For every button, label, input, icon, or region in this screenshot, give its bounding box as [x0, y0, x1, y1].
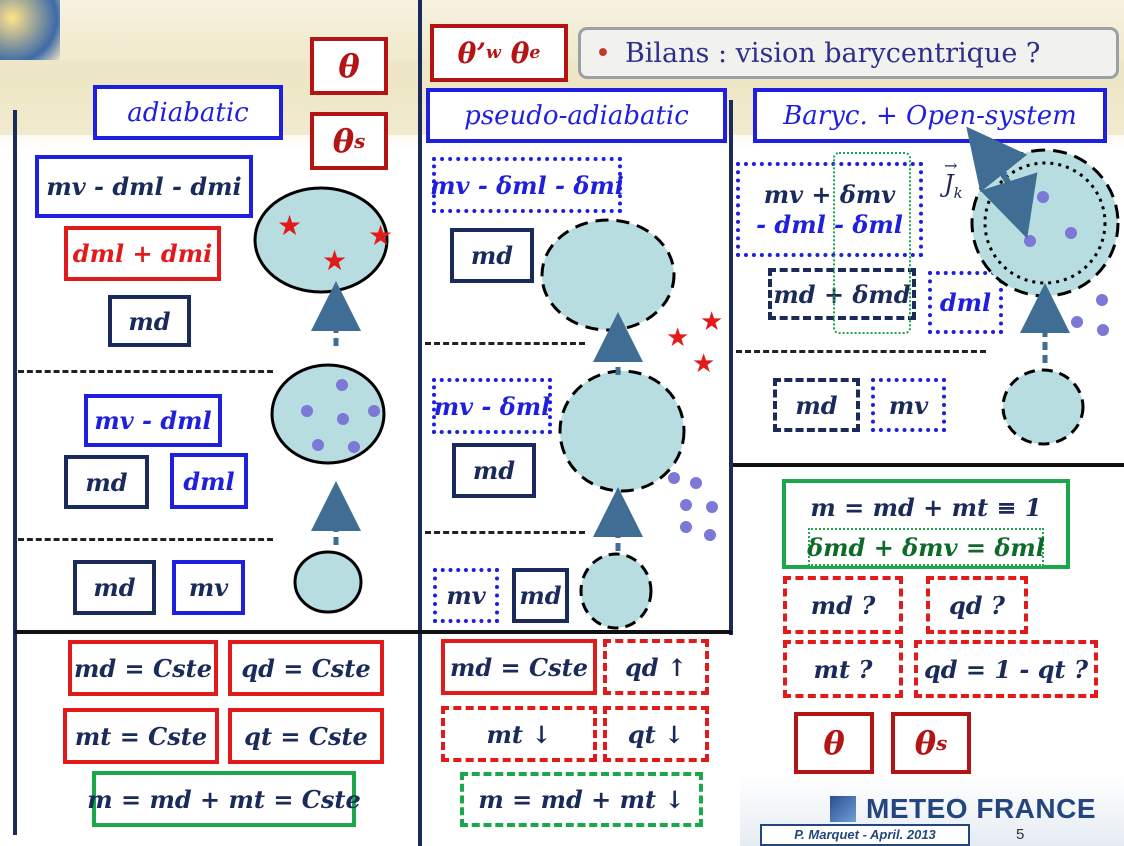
col1-separator-2: [18, 538, 273, 541]
svg-text:★: ★: [277, 209, 302, 242]
page-number: 5: [1016, 826, 1025, 843]
corner-logo: [0, 0, 60, 60]
svg-text:★: ★: [666, 323, 689, 353]
svg-text:★: ★: [322, 244, 347, 277]
col2-md-1: md: [450, 228, 534, 283]
col1-cloud-parcel: [253, 186, 389, 294]
col1-mv-dml: mv - dml: [84, 394, 222, 447]
col2-eq-m: m = md + mt ↓: [460, 772, 703, 827]
flux-arrow-icon: [980, 153, 1038, 239]
col2-eq-md: md = Cste: [441, 639, 597, 695]
col2-mv: mv: [433, 568, 499, 623]
col3-small-parcel: [1001, 368, 1085, 446]
bottom-rule: [15, 630, 732, 634]
col2-eq-qd: qd ↑: [603, 639, 709, 695]
flux-label: → Jk: [944, 156, 963, 202]
col3-separator-1: [736, 350, 986, 353]
col1-dml-dmi: dml + dmi: [64, 226, 221, 281]
meteo-logo-icon: [830, 796, 856, 822]
flux-arrow-out-icon: [966, 126, 1028, 193]
col1-md-3: md: [73, 560, 156, 615]
droplet-icon: [668, 472, 718, 541]
col2-eq-mt: mt ↓: [441, 706, 597, 762]
col1-dml: dml: [170, 453, 248, 509]
col2-vapour-parcel: [558, 369, 686, 493]
droplet-icon: [1024, 191, 1109, 336]
vline-middle: [418, 0, 422, 846]
col3-q-md: md ?: [783, 576, 903, 634]
star-icon: ★★★: [666, 307, 723, 379]
col2-separator-2: [425, 531, 585, 534]
col2-md-3: md: [512, 568, 569, 623]
col3-q-qd-2: qd = 1 - qt ?: [914, 640, 1098, 698]
col3-dml: dml: [928, 271, 1003, 334]
col2-small-parcel: [579, 552, 653, 630]
vline-left: [13, 110, 17, 835]
col1-eq-m: m = md + mt = Cste: [87, 771, 361, 827]
col3-q-qd: qd ?: [926, 576, 1028, 634]
col1-small-parcel: [293, 550, 363, 614]
col1-eq-qt: qt = Cste: [228, 708, 384, 764]
col1-eq-qd: qd = Cste: [228, 640, 384, 696]
col3-md-delta-md: md + δmd: [768, 268, 916, 320]
col2-mv-delta-ml-mi: mv - δml - δmi: [430, 157, 624, 213]
col2-md-2: md: [452, 443, 536, 498]
svg-text:★: ★: [692, 349, 715, 379]
vline-center: [729, 100, 733, 635]
col3-mv: mv: [871, 378, 946, 432]
col1-title: adiabatic: [93, 85, 283, 140]
col1-eq-mt: mt = Cste: [63, 708, 219, 764]
title-box: • Bilans : vision barycentrique ?: [578, 27, 1119, 79]
col3-q-mt: mt ?: [783, 640, 903, 698]
col3-mv-delta-mv: mv + δmv - dml - δml: [736, 162, 923, 257]
col1-separator-1: [18, 370, 273, 373]
droplet-icon: [301, 379, 380, 453]
col1-md-1: md: [108, 295, 191, 347]
col1-mv: mv: [172, 560, 245, 615]
col3-eq-delta: δmd + δmv = δml: [807, 528, 1045, 566]
col3-rule: [733, 463, 1124, 467]
theta-box: θ: [310, 37, 388, 95]
col3-title: Baryc. + Open-system: [753, 88, 1107, 143]
col1-eq-md: md = Cste: [68, 640, 218, 696]
col2-separator-1: [425, 342, 585, 345]
col3-delta-highlight: [833, 152, 911, 334]
svg-text:★: ★: [700, 307, 723, 337]
page-title: Bilans : vision barycentrique ?: [624, 37, 1041, 69]
col2-title: pseudo-adiabatic: [426, 88, 727, 143]
title-bullet: •: [595, 37, 611, 69]
col3-open-parcel-inner: [983, 161, 1107, 285]
col1-vapour-parcel: [270, 363, 386, 465]
col1-mv-dml-dmi: mv - dml - dmi: [35, 155, 253, 218]
brand-name: METEO FRANCE: [866, 793, 1096, 824]
col3-theta: θ: [794, 712, 874, 774]
col1-md-2: md: [64, 455, 149, 509]
col2-eq-qt: qt ↓: [603, 706, 709, 762]
col2-cloud-parcel: [540, 218, 676, 332]
svg-text:★: ★: [368, 219, 393, 252]
author-label: P. Marquet - April. 2013: [760, 824, 970, 846]
star-icon: ★ ★ ★: [277, 209, 393, 277]
col3-md: md: [773, 378, 860, 432]
col2-mv-delta-ml: mv - δml: [432, 378, 552, 434]
